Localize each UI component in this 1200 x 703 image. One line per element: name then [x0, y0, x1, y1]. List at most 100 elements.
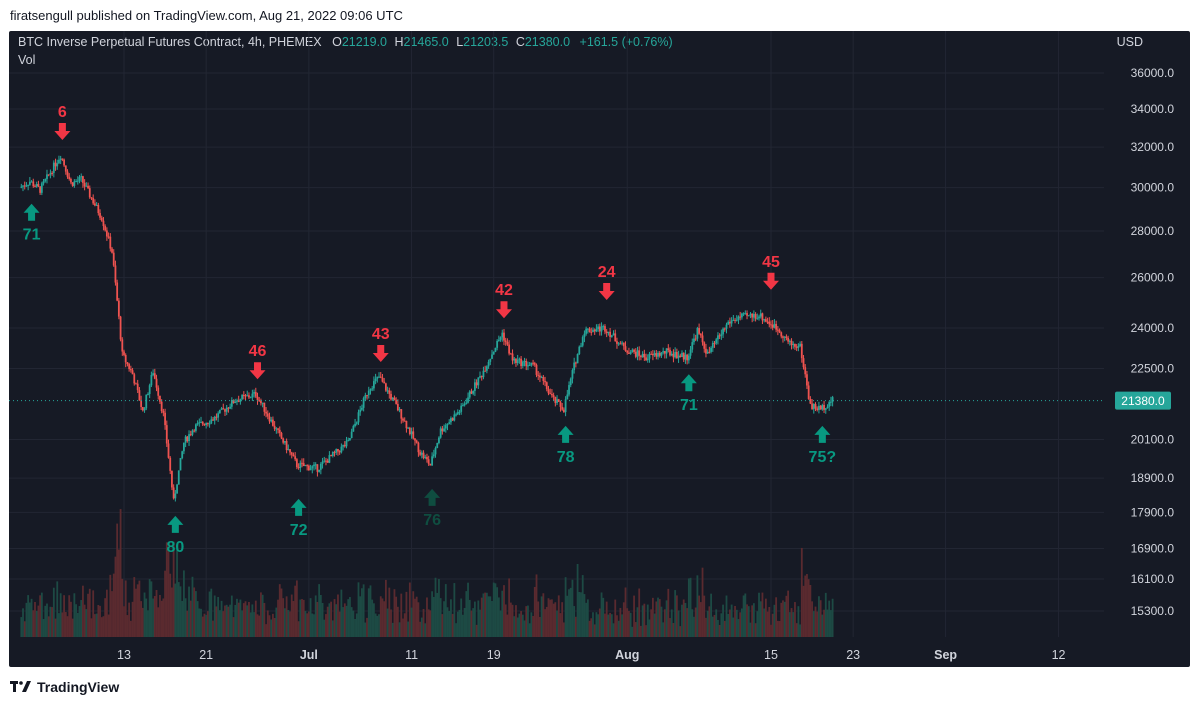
candle-body — [576, 354, 579, 364]
volume-bar — [715, 609, 718, 637]
candle-body — [140, 400, 143, 407]
candle-body — [438, 437, 440, 444]
candle-body — [236, 400, 238, 402]
candle — [595, 324, 598, 637]
candle — [694, 334, 697, 637]
candle-body — [282, 438, 285, 443]
volume-bar — [412, 591, 415, 637]
candle — [581, 335, 584, 637]
candle — [578, 345, 581, 637]
volume-bar — [812, 611, 815, 637]
candle — [557, 398, 560, 637]
candle — [345, 436, 348, 637]
candle-body — [383, 381, 386, 384]
volume-bar — [756, 611, 759, 637]
candle — [273, 421, 276, 637]
volume-bar — [527, 605, 529, 637]
candle — [309, 464, 312, 637]
candle — [717, 332, 719, 637]
candle — [691, 338, 694, 637]
volume-bar — [323, 619, 326, 637]
volume-bar — [169, 573, 172, 637]
candle-body — [393, 397, 396, 401]
volume-bar — [489, 596, 492, 637]
candle-body — [686, 354, 689, 361]
candle-body — [696, 328, 699, 339]
candle-body — [342, 445, 344, 447]
candle-body — [254, 392, 257, 397]
candle — [729, 317, 731, 637]
annotation-label: 46 — [249, 343, 267, 360]
candle-body — [506, 341, 509, 345]
candle — [313, 461, 315, 637]
candle — [398, 407, 401, 637]
candle-body — [323, 460, 326, 462]
volume-bar — [590, 618, 593, 637]
time-tick-label: 13 — [117, 648, 131, 662]
volume-bar — [159, 594, 161, 637]
volume-bar — [655, 601, 658, 637]
candle — [828, 400, 831, 637]
volume-bar — [295, 580, 298, 637]
volume-bar — [248, 601, 250, 637]
candle — [412, 427, 415, 637]
price-tick-label: 22500.0 — [1131, 362, 1175, 376]
volume-bar — [598, 608, 601, 637]
volume-bar — [764, 598, 767, 637]
candle — [824, 408, 827, 637]
candle — [92, 194, 95, 637]
time-tick-label: 15 — [764, 648, 778, 662]
candle-body — [111, 248, 113, 253]
candle-body — [215, 416, 218, 418]
candle-body — [309, 468, 312, 471]
volume-bar — [189, 600, 192, 637]
candle — [355, 421, 358, 637]
candle-body — [321, 461, 324, 464]
volume-bar — [242, 603, 245, 637]
volume-bar — [354, 618, 356, 637]
candle — [277, 427, 279, 637]
candle-body — [660, 352, 663, 356]
price-chart[interactable]: 36000.0 34000.0 32000.0 30000.0 28000.0 26000… — [9, 31, 1190, 667]
candle-body — [453, 414, 456, 421]
candle — [56, 159, 59, 637]
volume-bar — [350, 607, 353, 637]
volume-bar — [362, 584, 365, 637]
candle-body — [302, 463, 305, 467]
candle-body — [123, 351, 125, 355]
candle — [70, 177, 72, 637]
volume-bar — [213, 595, 216, 637]
candle-body — [828, 402, 831, 407]
candle-body — [417, 442, 420, 453]
volume-bar — [768, 606, 771, 637]
volume-bar — [208, 591, 211, 637]
chart-panel[interactable]: BTC Inverse Perpetual Futures Contract, … — [9, 31, 1190, 667]
candle — [299, 460, 302, 637]
candle — [388, 387, 391, 637]
candle — [384, 382, 387, 637]
volume-bar — [703, 595, 706, 637]
candle — [306, 464, 309, 637]
candle-body — [270, 419, 273, 422]
volume-bar — [304, 610, 307, 637]
candle — [254, 387, 257, 637]
candle-body — [764, 319, 767, 322]
candle-body — [224, 409, 226, 412]
volume-bar — [776, 620, 779, 637]
volume-bar — [799, 624, 801, 637]
candle-body — [790, 340, 793, 346]
candle-body — [485, 366, 488, 371]
candle — [405, 420, 408, 637]
candle-body — [562, 409, 565, 413]
volume-bar — [384, 579, 387, 637]
volume-bar — [171, 587, 173, 637]
candle-body — [20, 186, 23, 188]
candle-body — [347, 440, 350, 442]
volume-bar — [342, 607, 344, 637]
volume-bar — [559, 613, 562, 637]
candle-body — [619, 343, 622, 345]
candle-body — [504, 340, 507, 342]
candle-body — [800, 343, 803, 359]
volume-bar — [705, 617, 707, 637]
volume-bar — [542, 593, 545, 637]
